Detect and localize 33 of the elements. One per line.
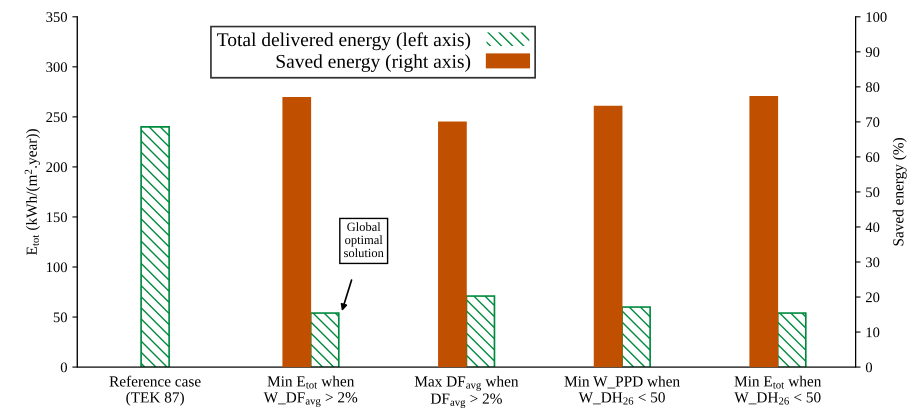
- y2-tick-label: 40: [866, 222, 880, 232]
- x-tick-label: Reference case (TEK 87): [110, 376, 201, 406]
- y-tick-label: 200: [46, 162, 67, 172]
- y-axis-title: E$_{tot}$ (kWh/(m$^{2}$.year)): [24, 129, 40, 256]
- y2-tick-label: 100: [866, 12, 887, 22]
- category-label: Max DF$_{avg}$ when DF$_{avg}$ > 2%: [414, 376, 518, 408]
- x-tick-label: Min E$_{tot}$ when W_DH$_{26}$ < 50: [734, 376, 822, 405]
- x-tick-label: Min E$_{tot}$ when W_DF$_{avg}$ > 2%: [264, 376, 358, 407]
- bar: [310, 312, 340, 368]
- y2-tick-label: 0: [866, 362, 872, 372]
- y-tick-label: 100: [46, 262, 67, 272]
- legend-label: Total delivered energy (left axis): [217, 32, 470, 50]
- y2-tick-label: 20: [866, 292, 880, 302]
- y2-tick-label: 60: [866, 152, 880, 162]
- y2-tick-label: 80: [866, 82, 880, 92]
- y2-axis-title: Saved energy (%): [892, 138, 907, 246]
- bar: [466, 295, 496, 368]
- bar: [776, 312, 807, 368]
- y-tick-label: 50: [54, 312, 67, 322]
- y2-tick-label: 70: [866, 117, 880, 128]
- y2-tick-label: 50: [866, 187, 880, 198]
- y2-tick-label: 30: [866, 257, 880, 268]
- bar: [621, 306, 651, 368]
- y-tick-label: 150: [46, 212, 67, 222]
- annotation: Global optimal solution: [344, 222, 384, 258]
- y2-tick-label: 10: [866, 327, 880, 338]
- y-tick-label: 250: [46, 112, 67, 122]
- y-tick-label: 0: [60, 362, 67, 372]
- y-tick-label: 300: [46, 62, 67, 72]
- y-tick-label: 350: [46, 12, 67, 22]
- legend-label: Saved energy (right axis): [276, 54, 470, 72]
- y2-tick-label: 90: [866, 47, 880, 58]
- x-tick-label: Min W_PPD when W_DH$_{26}$ < 50: [564, 376, 680, 405]
